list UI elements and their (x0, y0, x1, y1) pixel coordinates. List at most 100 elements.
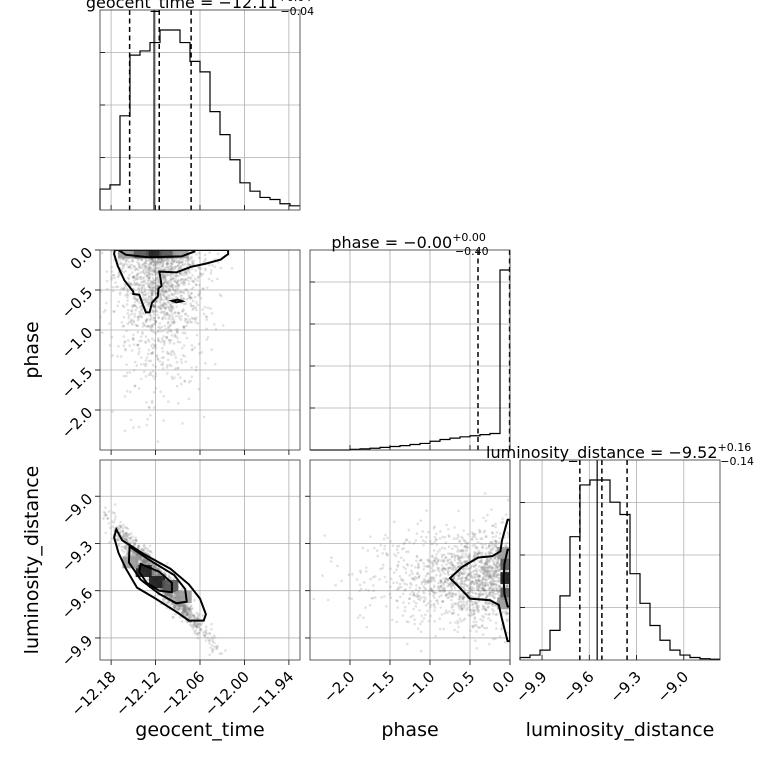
scatter-point (143, 561, 147, 565)
scatter-point (366, 549, 370, 552)
scatter-point (149, 329, 153, 332)
scatter-point (186, 607, 190, 611)
scatter-point (146, 282, 150, 285)
scatter-point (134, 304, 138, 308)
scatter-point (162, 298, 165, 302)
scatter-point (133, 360, 137, 364)
contour-inner (502, 548, 510, 608)
scatter-point (139, 555, 143, 559)
scatter-point (153, 344, 157, 347)
scatter-point (472, 587, 476, 590)
scatter-point (124, 259, 128, 262)
scatter-point (491, 559, 495, 563)
scatter-point (164, 297, 168, 300)
scatter-point (159, 329, 163, 333)
scatter-point (126, 339, 130, 342)
scatter-point (168, 338, 172, 342)
scatter-point (431, 590, 435, 594)
scatter-point (481, 566, 484, 570)
scatter-point (171, 285, 175, 289)
scatter-point (160, 346, 164, 350)
scatter-point (140, 339, 143, 343)
scatter-point (177, 603, 181, 607)
scatter-point (442, 581, 446, 585)
scatter-point (153, 322, 157, 325)
scatter-point (113, 276, 116, 280)
scatter-point (213, 641, 216, 645)
scatter-point (161, 276, 165, 280)
scatter-point (173, 598, 176, 601)
scatter-point (171, 306, 174, 309)
scatter-point (490, 588, 494, 591)
scatter-point (165, 263, 168, 267)
scatter-point (198, 290, 202, 293)
scatter-point (485, 626, 489, 630)
scatter-point (203, 634, 206, 637)
scatter-point (171, 301, 174, 305)
scatter-point (188, 318, 192, 322)
scatter-point (485, 557, 489, 561)
scatter-point (145, 423, 149, 427)
scatter-point (125, 329, 128, 333)
scatter-point (187, 380, 191, 384)
scatter-point (158, 574, 162, 577)
scatter-point (196, 303, 200, 307)
scatter-point (488, 593, 492, 596)
scatter-point (496, 561, 499, 565)
scatter-point (154, 263, 158, 267)
scatter-point (143, 558, 146, 561)
scatter-point (97, 517, 100, 520)
scatter-point (479, 551, 482, 554)
scatter-point (484, 569, 488, 573)
scatter-point (117, 344, 120, 348)
scatter-point (498, 635, 502, 639)
scatter-point (447, 583, 451, 587)
scatter-point (434, 591, 438, 595)
scatter-point (131, 258, 134, 261)
scatter-point (471, 531, 474, 534)
scatter-point (167, 325, 171, 329)
scatter-point (170, 595, 174, 598)
scatter-point (396, 606, 399, 609)
scatter-point (466, 532, 470, 536)
scatter-point (111, 537, 114, 541)
scatter-point (120, 321, 124, 324)
scatter-point (481, 624, 484, 627)
scatter-point (190, 612, 194, 615)
scatter-point (365, 625, 369, 629)
scatter-point (185, 612, 188, 615)
scatter-point (166, 326, 170, 330)
scatter-point (478, 626, 481, 629)
scatter-point (334, 584, 337, 587)
scatter-point (452, 577, 456, 581)
scatter-point (395, 548, 399, 551)
scatter-point (143, 560, 146, 564)
scatter-point (131, 275, 134, 279)
scatter-point (487, 574, 490, 577)
scatter-point (150, 291, 154, 295)
scatter-point (487, 559, 490, 562)
scatter-point (221, 324, 225, 327)
scatter-point (173, 267, 177, 270)
scatter-point (461, 537, 465, 540)
scatter-point (453, 556, 457, 560)
scatter-point (151, 350, 155, 354)
scatter-point (104, 514, 108, 517)
scatter-point (152, 289, 156, 293)
y-tick-label-luminosity_distance: −9.6 (58, 584, 96, 622)
scatter-point (152, 330, 156, 334)
scatter-point (460, 607, 464, 611)
scatter-point (138, 310, 142, 314)
scatter-point (484, 561, 488, 565)
scatter-point (168, 315, 171, 319)
scatter-point (438, 574, 442, 578)
scatter-point (482, 576, 486, 579)
scatter-point (489, 556, 492, 560)
scatter-point (126, 322, 130, 326)
scatter-point (190, 616, 194, 620)
scatter-point (488, 564, 491, 568)
scatter-point (184, 604, 187, 607)
scatter-point (473, 575, 477, 579)
scatter-point (149, 562, 153, 565)
scatter-point (372, 575, 375, 579)
